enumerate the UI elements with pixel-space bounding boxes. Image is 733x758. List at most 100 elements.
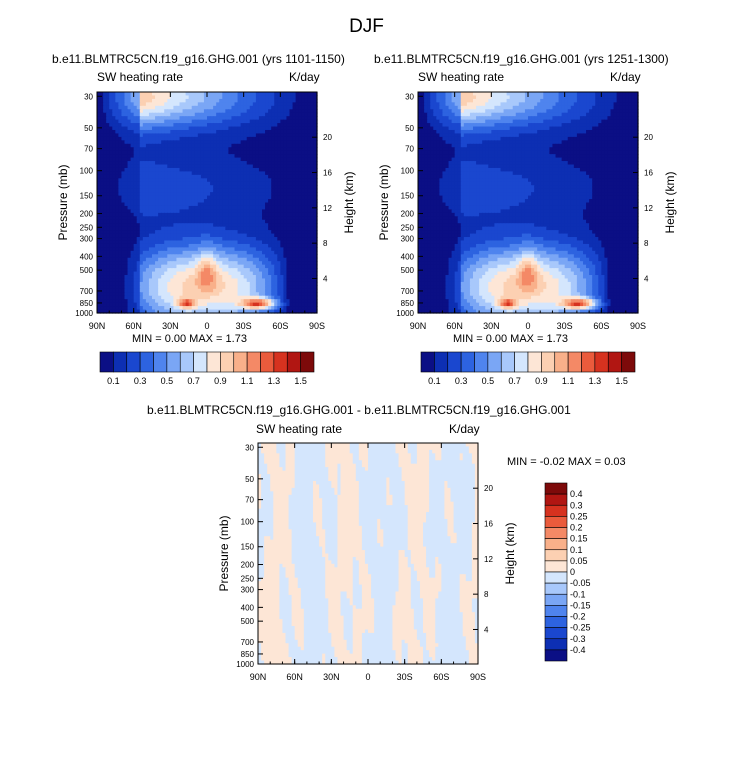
contour-cell [145,202,150,207]
contour-cell [130,240,135,245]
contour-cell [164,164,168,169]
contour-cell [109,150,113,155]
contour-cell [222,164,226,169]
contour-cell [139,119,144,124]
contour-cell [246,188,251,193]
contour-cell [283,223,288,228]
contour-cell [210,171,214,176]
contour-cell [213,230,217,235]
contour-cell [313,157,318,162]
contour-cell [237,92,242,97]
contour-cell [301,178,306,183]
contour-cell [103,257,107,262]
contour-cell [271,143,275,148]
contour-cell [188,261,193,266]
contour-cell [121,237,126,242]
contour-cell [136,254,141,259]
contour-cell [207,243,211,248]
contour-cell [188,188,193,193]
contour-cell [100,178,104,183]
contour-cell [152,261,156,266]
contour-cell [127,178,132,183]
contour-cell [210,209,214,214]
contour-cell [197,223,202,228]
contour-cell [173,188,178,193]
contour-cell [265,202,269,207]
contour-cell [252,257,257,262]
contour-cell [225,95,229,100]
contour-cell [164,205,168,210]
contour-cell [286,250,291,255]
contour-cell [115,157,119,162]
contour-cell [176,209,181,214]
contour-cell [234,98,239,103]
contour-cell [142,140,147,145]
contour-cell [271,199,275,204]
contour-cell [234,192,239,197]
contour-cell [255,240,260,245]
contour-cell [121,171,126,176]
contour-cell [152,157,156,162]
contour-cell [112,216,116,221]
contour-cell [97,171,101,176]
contour-cell [307,178,312,183]
contour-cell [243,209,248,214]
contour-cell [216,154,220,159]
contour-cell [127,195,132,200]
contour-cell [286,126,291,131]
contour-cell [265,140,269,145]
contour-cell [152,250,156,255]
contour-cell [274,226,278,231]
contour-cell [234,205,239,210]
contour-cell [307,205,312,210]
contour-cell [222,95,226,100]
contour-cell [115,223,119,228]
contour-cell [286,164,291,169]
contour-cell [277,195,281,200]
contour-cell [207,240,211,245]
contour-cell [170,209,174,214]
contour-cell [197,233,202,238]
contour-cell [133,247,138,252]
contour-cell [115,136,119,141]
contour-cell [207,254,211,259]
contour-cell [249,164,254,169]
contour-cell [182,226,187,231]
contour-cell [228,212,233,217]
contour-cell [283,181,288,186]
contour-cell [255,181,260,186]
contour-cell [179,250,184,255]
contour-cell [258,102,263,107]
contour-cell [173,192,178,197]
contour-cell [219,174,223,179]
contour-cell [133,123,138,128]
contour-cell [155,219,159,224]
contour-cell [145,216,150,221]
contour-cell [207,174,211,179]
contour-cell [274,174,278,179]
contour-cell [240,133,245,138]
contour-cell [207,92,211,97]
contour-cell [265,212,269,217]
contour-cell [100,123,104,128]
contour-cell [188,119,193,124]
contour-cell [203,250,208,255]
contour-cell [295,192,300,197]
contour-cell [170,233,174,238]
contour-cell [161,240,165,245]
contour-cell [268,123,272,128]
contour-cell [225,105,229,110]
contour-cell [243,129,248,135]
contour-cell [307,95,312,100]
contour-cell [173,178,178,183]
contour-cell [200,164,205,169]
contour-cell [155,92,159,97]
contour-cell [97,123,101,128]
contour-cell [103,161,107,166]
contour-cell [112,109,116,114]
contour-cell [158,226,162,231]
contour-cell [197,119,202,124]
contour-cell [246,161,251,166]
contour-cell [194,237,199,242]
contour-cell [304,136,309,141]
